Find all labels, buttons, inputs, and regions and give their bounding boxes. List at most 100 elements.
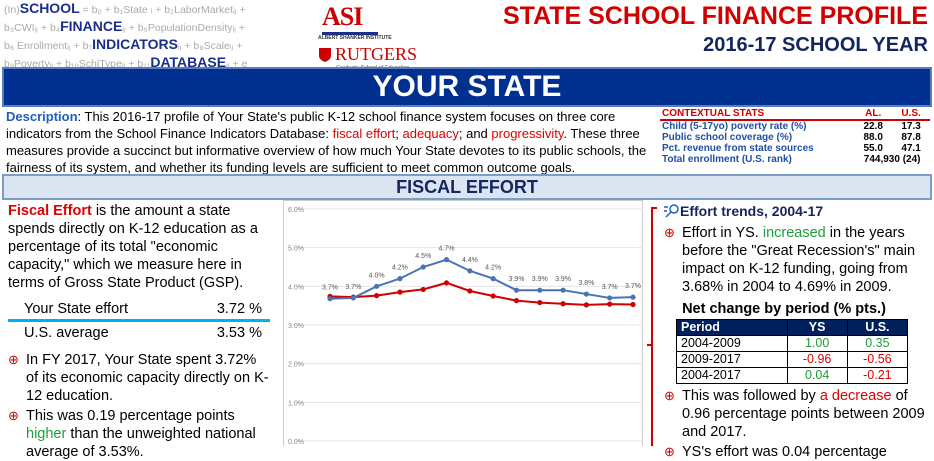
point	[443, 257, 450, 263]
text-run: a decrease	[819, 388, 892, 404]
y-tick-label: 3.0%	[288, 323, 304, 330]
y-tick-label: 5.0%	[288, 246, 304, 253]
data-label: 4.0%	[369, 272, 385, 279]
point	[420, 264, 426, 270]
data-label: 3.9%	[532, 276, 548, 283]
change-cell: 2009-2017	[676, 351, 788, 368]
point	[397, 289, 403, 295]
stats-row: Pct. revenue from state sources 55.0 47.1	[660, 143, 930, 154]
left-column: Fiscal Effort is the amount a state spen…	[8, 202, 270, 461]
y-tick-label: 1.0%	[288, 400, 304, 407]
text-run: adequacy	[402, 126, 459, 141]
rutgers-logo: RUTGERS	[318, 44, 418, 65]
text-run: Fiscal Effort	[8, 203, 92, 219]
text-run: in the years before the "Great Recession…	[682, 225, 916, 295]
stats-cell: Public school coverage (%)	[662, 132, 793, 143]
trend-title: Effort trends, 2004-17	[664, 202, 930, 220]
bullet: In FY 2017, Your State spent 3.72% of it…	[8, 351, 270, 405]
effort-row: Your State effort 3.72 %	[8, 298, 270, 322]
data-label: 3.7%	[602, 284, 618, 291]
bullet: This was 0.19 percentage points higher t…	[8, 407, 270, 461]
point	[607, 295, 613, 301]
stats-row: Total enrollment (U.S. rank) 744,930 (24)	[660, 154, 930, 165]
y-tick-label: 4.0%	[288, 284, 304, 291]
text-run: YS's effort was 0.04 percentage	[682, 444, 887, 460]
y-tick-label: 2.0%	[288, 362, 304, 369]
data-label: 4.7%	[439, 246, 455, 253]
change-cell: 2004-2009	[676, 335, 788, 352]
data-label: 3.9%	[508, 276, 524, 283]
data-label: 4.2%	[485, 265, 501, 272]
text-run: This was 0.19 percentage points	[26, 408, 235, 424]
stats-cell: 88.0	[863, 132, 883, 143]
text-run: increased	[762, 225, 826, 241]
point	[560, 287, 566, 293]
point	[513, 287, 520, 293]
bullet: Effort in YS. increased in the years bef…	[664, 224, 930, 296]
stats-cell: Total enrollment (U.S. rank)	[662, 154, 792, 165]
sfid-logo: (In)SCHOOL = b₀ + b₁State ᵢ + b₂LaborMar…	[4, 0, 304, 72]
text-run: higher	[26, 426, 67, 442]
point	[467, 268, 473, 274]
subtitle: 2016-17 SCHOOL YEAR	[703, 34, 928, 56]
point	[537, 299, 543, 306]
change-table: Period YS U.S. 2004-2009 1.00 0.35 2009-2017 -0…	[676, 319, 909, 384]
change-head: YS	[786, 319, 848, 336]
text-run: = b₀ + b₁State ᵢ + b₂LaborMarketᵢⱼ +	[79, 4, 246, 16]
banner: YOUR STATE	[2, 67, 932, 107]
stats-head: CONTEXTUAL STATS	[662, 108, 765, 119]
effort-cell: 3.72 %	[216, 301, 262, 317]
stats-cell: Pct. revenue from state sources	[662, 143, 814, 154]
point	[630, 294, 636, 300]
effort-cell: U.S. average	[24, 325, 109, 341]
text-run: DATABASE	[150, 54, 227, 70]
right-column: Effort trends, 2004-17 Effort in YS. incr…	[664, 202, 930, 461]
text-run: progressivity	[491, 126, 564, 141]
page: {"header":{"logo_lines":[ [{"text":"(In)…	[0, 0, 934, 446]
text-run: FINANCE	[60, 18, 123, 34]
point	[560, 301, 566, 307]
point	[583, 291, 589, 297]
text-run: In FY 2017, Your State spent 3.72% of it…	[26, 352, 269, 404]
stats-cell: 55.0	[863, 143, 883, 154]
data-label: 3.8%	[578, 280, 594, 287]
asi-mark: ASI	[322, 2, 378, 35]
page-body: (In)SCHOOL = b₀ + b₁State ᵢ + b₂LaborMar…	[0, 0, 934, 446]
point	[630, 301, 636, 308]
trend-title-text: Effort trends, 2004-17	[680, 203, 824, 219]
logo-line: b₃CWIᵢⱼ + b₄FINANCEᵢⱼ + b₅PopulationDens…	[4, 18, 304, 36]
data-label: 3.9%	[555, 276, 571, 283]
point	[443, 280, 450, 286]
text-run: b₃CWIᵢⱼ + b₄	[4, 22, 61, 34]
stats-head: AL.	[865, 108, 882, 119]
change-cell: -0.56	[846, 351, 909, 368]
change-cell: 0.35	[846, 335, 909, 352]
stats-header: CONTEXTUAL STATS AL. U.S.	[660, 108, 930, 120]
rutgers-shield	[319, 47, 331, 62]
description: Description: This 2016-17 profile of You…	[6, 108, 651, 176]
chart: 0.0% 1.0% 2.0% 3.0% 4.0% 5.0% 6.0% 3.7% 3.7% 4.0%…	[283, 200, 643, 446]
data-label: 4.2%	[392, 265, 408, 272]
point	[374, 293, 380, 299]
point	[607, 301, 613, 307]
bracket	[647, 207, 657, 446]
change-cell: 1.00	[786, 335, 848, 352]
series-line	[329, 281, 634, 306]
point	[513, 298, 520, 304]
point	[467, 288, 473, 294]
change-row: 2004-2017 0.04 -0.21	[676, 367, 909, 384]
change-cell: -0.21	[846, 367, 909, 384]
chart-frame	[283, 200, 643, 446]
y-tick-label: 6.0%	[288, 207, 304, 214]
logo-line: (In)SCHOOL = b₀ + b₁State ᵢ + b₂LaborMar…	[4, 0, 304, 18]
stats-row: Public school coverage (%) 88.0 87.8	[660, 132, 930, 143]
asi-name: ALBERT SHANKER INSTITUTE	[318, 35, 392, 41]
title: STATE SCHOOL FINANCE PROFILE	[502, 2, 928, 30]
change-cell: 2004-2017	[676, 367, 788, 384]
section-title: FISCAL EFFORT	[2, 174, 932, 200]
text-run: . These three measures provide a succinc…	[6, 126, 647, 175]
asi-logo: ASI ALBERT SHANKER INSTITUTE RUTGERS Gra…	[318, 2, 418, 71]
point	[327, 296, 333, 302]
text-run: b₆ Enrollmentᵢⱼ + b₇	[4, 40, 93, 52]
text-run: ᵢⱼ + b₅PopulationDensityᵢⱼ +	[122, 22, 246, 34]
